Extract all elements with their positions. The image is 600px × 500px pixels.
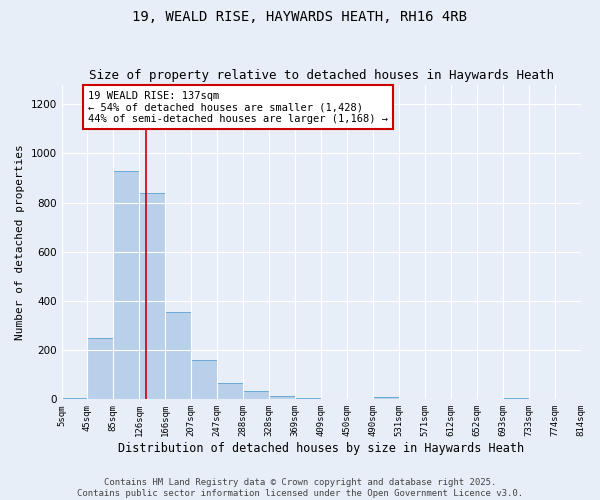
Bar	[88, 338, 113, 400]
Bar	[243, 390, 269, 400]
Text: Contains HM Land Registry data © Crown copyright and database right 2025.
Contai: Contains HM Land Registry data © Crown c…	[77, 478, 523, 498]
Title: Size of property relative to detached houses in Haywards Heath: Size of property relative to detached ho…	[89, 69, 554, 82]
Bar	[269, 396, 295, 400]
Bar	[165, 312, 191, 400]
Bar	[503, 398, 529, 400]
Text: 19 WEALD RISE: 137sqm
← 54% of detached houses are smaller (1,428)
44% of semi-d: 19 WEALD RISE: 137sqm ← 54% of detached …	[88, 90, 388, 124]
Bar	[217, 384, 243, 400]
Bar	[62, 398, 88, 400]
Y-axis label: Number of detached properties: Number of detached properties	[15, 144, 25, 340]
Bar	[139, 193, 165, 400]
Bar	[373, 398, 399, 400]
Bar	[295, 398, 321, 400]
X-axis label: Distribution of detached houses by size in Haywards Heath: Distribution of detached houses by size …	[118, 442, 524, 455]
Text: 19, WEALD RISE, HAYWARDS HEATH, RH16 4RB: 19, WEALD RISE, HAYWARDS HEATH, RH16 4RB	[133, 10, 467, 24]
Bar	[191, 360, 217, 400]
Bar	[113, 170, 139, 400]
